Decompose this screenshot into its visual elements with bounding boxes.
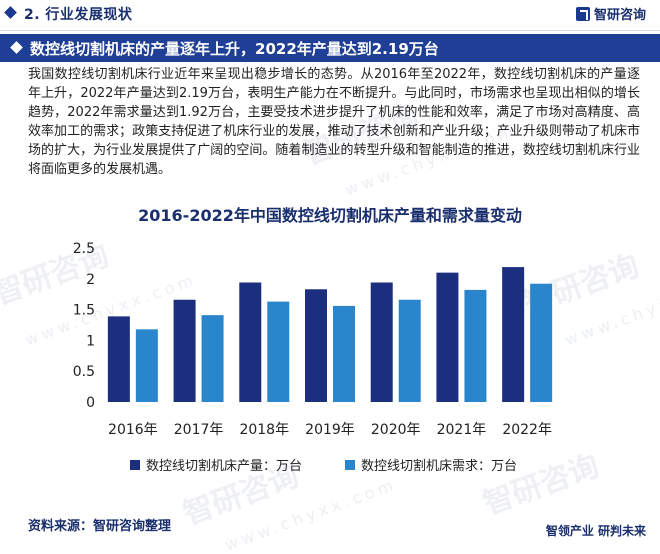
section-header: 2. 行业发展现状 智研咨询: [0, 0, 660, 31]
y-tick-label: 0.5: [73, 364, 95, 380]
x-tick-label: 2018年: [239, 422, 289, 438]
x-tick-label: 2022年: [502, 422, 552, 438]
headline-banner: 数控线切割机床的产量逐年上升，2022年产量达到2.19万台: [0, 34, 660, 62]
diamond-icon: [10, 41, 23, 54]
x-tick-label: 2017年: [174, 422, 224, 438]
brand-name: 智研咨询: [593, 8, 646, 23]
y-tick-label: 0: [86, 395, 95, 411]
chart-title: 2016-2022年中国数控线切割机床产量和需求量变动: [138, 206, 522, 225]
bar-production: [107, 316, 130, 402]
source-note: 资料来源：智研咨询整理: [28, 519, 172, 534]
brand-mark-icon: [575, 7, 590, 21]
legend-swatch: [345, 460, 355, 470]
bar-demand: [398, 299, 421, 402]
x-tick-label: 2021年: [437, 422, 487, 438]
headline-text: 数控线切割机床的产量逐年上升，2022年产量达到2.19万台: [30, 40, 439, 58]
brand-slogan: 智领产业 研判未来: [545, 524, 646, 538]
x-tick-label: 2019年: [305, 422, 355, 438]
legend-label: 数控线切割机床需求：万台: [361, 458, 517, 474]
bar-production: [502, 267, 525, 402]
bar-demand: [530, 283, 553, 402]
bar-demand: [464, 289, 487, 402]
bar-production: [305, 289, 327, 402]
bar-production: [173, 299, 196, 402]
x-tick-label: 2020年: [371, 422, 421, 438]
brand-logo: 智研咨询: [575, 4, 646, 23]
bar-demand: [333, 305, 355, 402]
legend-label: 数控线切割机床产量：万台: [146, 458, 302, 474]
section-marker-icon: [4, 6, 17, 19]
bar-production: [239, 282, 262, 402]
bar-demand: [201, 315, 224, 402]
bar-demand: [267, 301, 290, 402]
x-tick-label: 2016年: [108, 422, 158, 438]
y-tick-label: 2.5: [73, 241, 95, 257]
bar-demand: [135, 329, 158, 402]
y-tick-label: 1: [86, 333, 95, 349]
legend-swatch: [130, 460, 140, 470]
bar-production: [436, 272, 459, 402]
y-tick-label: 2: [86, 272, 95, 288]
section-title: 2. 行业发展现状: [24, 7, 133, 23]
bar-production: [370, 282, 393, 402]
bar-chart: 0 0.5 1 1.5 2 2.5 2016年 2017年 2018年 2019年 2020年 202…: [73, 241, 553, 474]
y-tick-label: 1.5: [73, 303, 95, 319]
body-paragraph: 我国数控线切割机床行业近年来呈现出稳步增长的态势。从2016年至2022年，数控…: [28, 67, 640, 177]
